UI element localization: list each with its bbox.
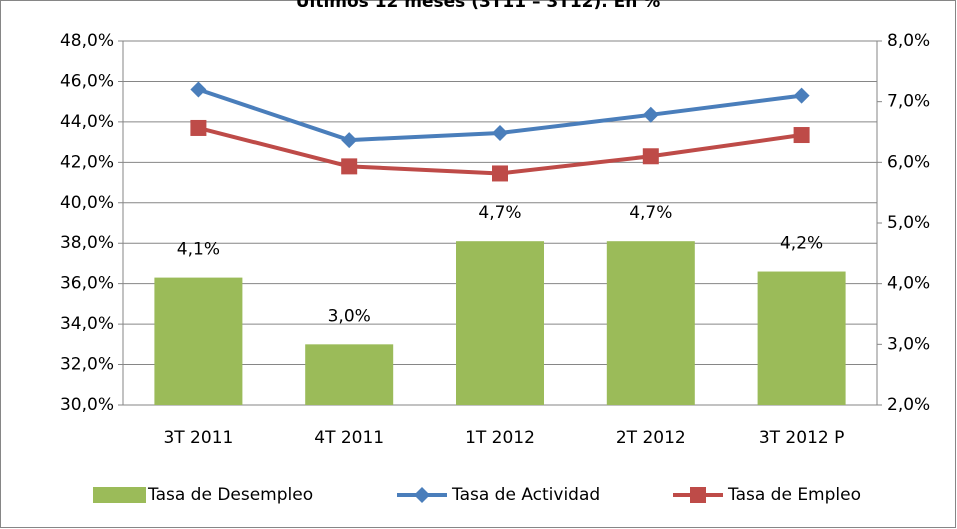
y2-tick-label: 2,0% bbox=[887, 395, 930, 415]
legend-marker bbox=[414, 487, 430, 503]
data-label: 4,1% bbox=[177, 240, 220, 260]
y2-tick-label: 8,0% bbox=[887, 31, 930, 51]
legend-marker bbox=[690, 487, 706, 503]
legend-label: Tasa de Empleo bbox=[727, 485, 861, 505]
y2-tick-label: 4,0% bbox=[887, 274, 930, 294]
line-marker bbox=[492, 125, 508, 142]
line-marker bbox=[793, 127, 810, 144]
bar bbox=[757, 271, 846, 405]
line-marker bbox=[341, 158, 358, 175]
y2-tick-label: 5,0% bbox=[887, 213, 930, 233]
y-tick-label: 32,0% bbox=[60, 355, 114, 375]
data-label: 3,0% bbox=[328, 306, 371, 326]
y-tick-label: 36,0% bbox=[60, 274, 114, 294]
data-label: 4,7% bbox=[478, 203, 521, 223]
bar bbox=[606, 241, 695, 405]
line-marker bbox=[793, 87, 810, 104]
x-tick-label: 2T 2012 bbox=[616, 428, 686, 448]
y-tick-label: 42,0% bbox=[60, 152, 114, 172]
x-tick-label: 3T 2012 P bbox=[759, 428, 845, 448]
x-tick-label: 3T 2011 bbox=[163, 428, 233, 448]
y-tick-label: 38,0% bbox=[60, 233, 114, 253]
bar bbox=[154, 277, 243, 405]
line-marker bbox=[492, 165, 508, 182]
line-marker bbox=[341, 132, 358, 149]
chart-title: Últimos 12 meses (3T11 – 3T12). En % bbox=[296, 0, 661, 12]
y2-tick-label: 6,0% bbox=[887, 152, 930, 172]
line-marker bbox=[642, 148, 659, 165]
x-tick-label: 4T 2011 bbox=[314, 428, 384, 448]
y-tick-label: 46,0% bbox=[60, 71, 114, 91]
legend-swatch bbox=[93, 487, 146, 503]
y-tick-label: 40,0% bbox=[60, 193, 114, 213]
data-label: 4,2% bbox=[780, 234, 823, 254]
legend-label: Tasa de Actividad bbox=[451, 485, 600, 505]
x-tick-label: 1T 2012 bbox=[465, 428, 535, 448]
y-tick-label: 34,0% bbox=[60, 314, 114, 334]
bar bbox=[456, 241, 544, 405]
line-marker bbox=[642, 106, 659, 123]
line-marker bbox=[190, 81, 207, 98]
legend-label: Tasa de Desempleo bbox=[147, 485, 313, 505]
y2-tick-label: 7,0% bbox=[887, 92, 930, 112]
y-tick-label: 44,0% bbox=[60, 112, 114, 132]
y2-tick-label: 3,0% bbox=[887, 334, 930, 354]
y-tick-label: 30,0% bbox=[60, 395, 114, 415]
data-label: 4,7% bbox=[629, 203, 672, 223]
y-tick-label: 48,0% bbox=[60, 31, 114, 51]
line-marker bbox=[190, 119, 207, 136]
bar bbox=[305, 344, 394, 405]
